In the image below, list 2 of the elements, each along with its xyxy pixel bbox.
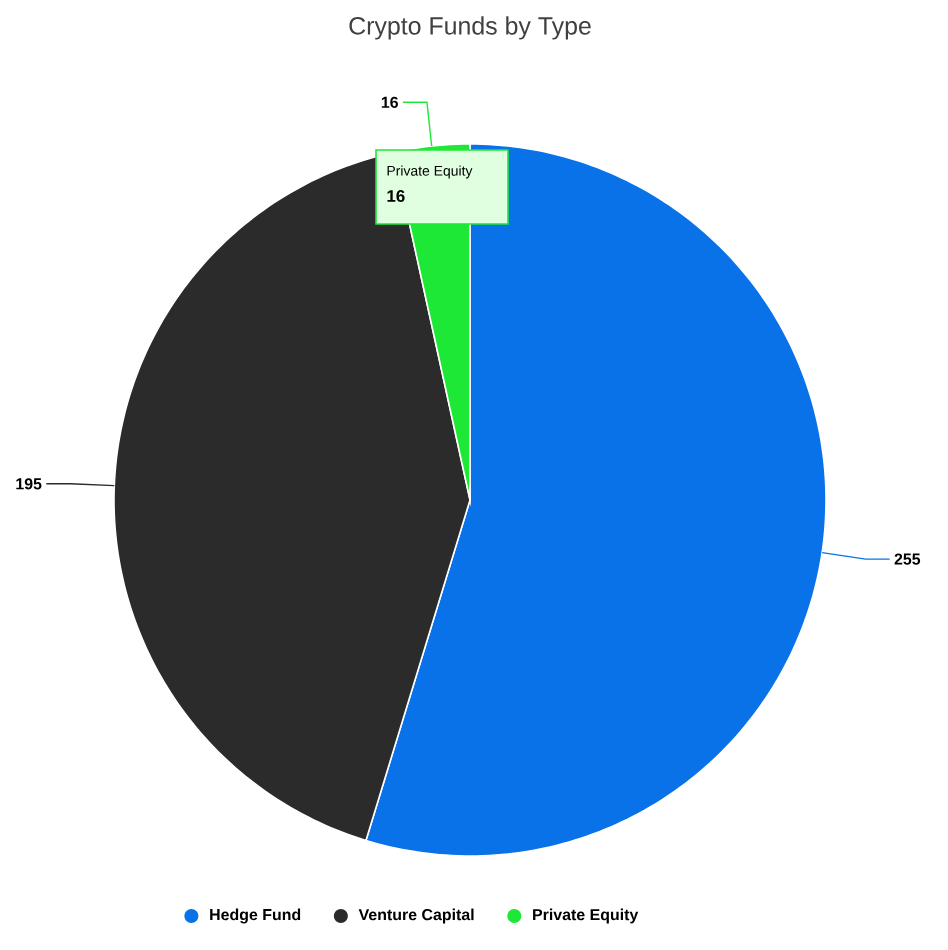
text: 16: [387, 190, 405, 202]
chart-title: Crypto Funds by Type: [349, 16, 591, 40]
